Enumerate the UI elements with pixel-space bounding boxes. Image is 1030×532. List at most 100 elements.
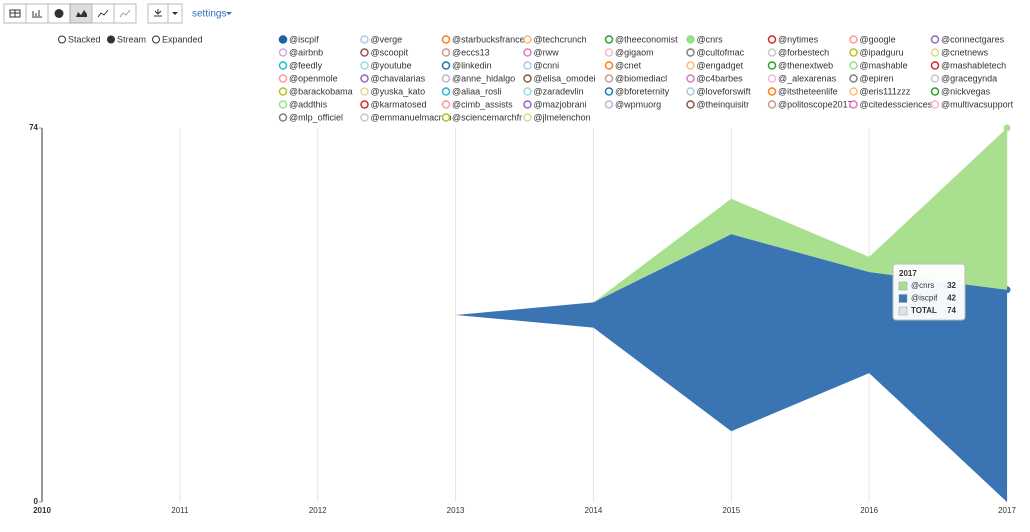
legend-label[interactable]: @cnni	[534, 60, 560, 70]
legend-symbol[interactable]	[686, 61, 695, 70]
legend-label[interactable]: @eris111zzz	[860, 86, 911, 96]
legend-label[interactable]: @scoopit	[371, 47, 409, 57]
legend-symbol[interactable]	[686, 100, 695, 109]
legend-label[interactable]: @openmole	[289, 73, 338, 83]
legend-symbol[interactable]	[360, 74, 369, 83]
legend-symbol[interactable]	[360, 48, 369, 57]
legend-symbol[interactable]	[604, 48, 614, 57]
legend-symbol[interactable]	[930, 74, 940, 83]
legend-label[interactable]: @multivacsupport	[941, 99, 1014, 109]
legend-label[interactable]: @feedly	[289, 60, 323, 70]
legend-symbol[interactable]	[930, 87, 940, 96]
legend-label[interactable]: @loveforswift	[697, 86, 752, 96]
legend-symbol[interactable]	[930, 61, 940, 70]
legend-label[interactable]: @airbnb	[289, 47, 323, 57]
legend-symbol[interactable]	[441, 100, 451, 109]
legend-label[interactable]: @iscpif	[289, 34, 319, 44]
legend-symbol[interactable]	[849, 74, 858, 83]
line-button[interactable]	[91, 3, 115, 24]
legend-symbol[interactable]	[849, 35, 858, 44]
legend-label[interactable]: @politoscope2017	[778, 99, 853, 109]
legend-symbol[interactable]	[767, 61, 777, 70]
legend-label[interactable]: @_alexarenas	[778, 73, 837, 83]
legend-label[interactable]: @anne_hidalgo	[452, 73, 515, 83]
legend-symbol[interactable]	[849, 100, 858, 109]
bar-button[interactable]	[25, 3, 49, 24]
legend-label[interactable]: @mlp_officiel	[289, 112, 343, 122]
legend-symbol[interactable]	[686, 35, 695, 44]
legend-symbol[interactable]	[441, 61, 451, 70]
legend-label[interactable]: @techcrunch	[534, 34, 587, 44]
legend-label[interactable]: @addthis	[289, 99, 328, 109]
legend-label[interactable]: @zaradevlin	[534, 86, 584, 96]
legend-label[interactable]: @wpmuorg	[615, 99, 661, 109]
legend-symbol[interactable]	[360, 87, 369, 96]
legend-label[interactable]: @barackobama	[289, 86, 353, 96]
legend-symbol[interactable]	[278, 35, 288, 44]
legend-symbol[interactable]	[360, 35, 369, 44]
legend-label[interactable]: @aliaa_rosli	[452, 86, 502, 96]
mode-radio[interactable]	[152, 35, 160, 44]
legend-symbol[interactable]	[278, 113, 288, 122]
legend-symbol[interactable]	[278, 100, 288, 109]
legend-symbol[interactable]	[604, 87, 614, 96]
legend-label[interactable]: @verge	[371, 34, 403, 44]
legend-label[interactable]: @youtube	[371, 60, 412, 70]
legend-label[interactable]: @cnetnews	[941, 47, 989, 57]
legend-label[interactable]: @forbestech	[778, 47, 829, 57]
legend-symbol[interactable]	[849, 48, 858, 57]
legend-label[interactable]: @ipadguru	[860, 47, 904, 57]
legend-symbol[interactable]	[849, 87, 858, 96]
legend-label[interactable]: @bforeternity	[615, 86, 670, 96]
mode-label[interactable]: Stream	[117, 34, 146, 44]
legend-label[interactable]: @chavalarias	[371, 73, 426, 83]
legend-label[interactable]: @cnet	[615, 60, 642, 70]
legend-label[interactable]: @linkedin	[452, 60, 492, 70]
legend-symbol[interactable]	[523, 74, 532, 83]
legend-symbol[interactable]	[278, 61, 288, 70]
legend-symbol[interactable]	[441, 48, 451, 57]
legend-symbol[interactable]	[604, 35, 614, 44]
legend-label[interactable]: @cnrs	[697, 34, 724, 44]
legend-symbol[interactable]	[767, 100, 777, 109]
legend-label[interactable]: @jlmelenchon	[534, 112, 591, 122]
legend-label[interactable]: @theinquisitr	[697, 99, 750, 109]
legend-symbol[interactable]	[523, 61, 532, 70]
legend-label[interactable]: @c4barbes	[697, 73, 744, 83]
legend-label[interactable]: @engadget	[697, 60, 744, 70]
area-button[interactable]	[69, 3, 93, 24]
legend-symbol[interactable]	[767, 74, 777, 83]
legend-label[interactable]: @yuska_kato	[371, 86, 426, 96]
legend-symbol[interactable]	[604, 100, 614, 109]
legend-symbol[interactable]	[767, 35, 777, 44]
mode-label[interactable]: Expanded	[162, 34, 203, 44]
legend-label[interactable]: @rww	[534, 47, 560, 57]
legend-symbol[interactable]	[441, 113, 451, 122]
legend-label[interactable]: @karmatosed	[371, 99, 427, 109]
legend-symbol[interactable]	[523, 100, 532, 109]
legend-label[interactable]: @eccs13	[452, 47, 490, 57]
legend-symbol[interactable]	[930, 100, 940, 109]
legend-symbol[interactable]	[278, 74, 288, 83]
legend-label[interactable]: @emmanuelmacron	[371, 112, 452, 122]
legend-symbol[interactable]	[604, 74, 614, 83]
legend-symbol[interactable]	[360, 113, 369, 122]
legend-label[interactable]: @starbucksfrance	[452, 34, 525, 44]
legend-label[interactable]: @thenextweb	[778, 60, 833, 70]
legend-symbol[interactable]	[930, 48, 940, 57]
legend-label[interactable]: @nickvegas	[941, 86, 991, 96]
mode-label[interactable]: Stacked	[68, 34, 101, 44]
legend-label[interactable]: @google	[860, 34, 896, 44]
legend-label[interactable]: @theeconomist	[615, 34, 678, 44]
legend-label[interactable]: @biomediacl	[615, 73, 667, 83]
legend-label[interactable]: @elisa_omodei	[534, 73, 596, 83]
legend-symbol[interactable]	[441, 35, 451, 44]
legend-symbol[interactable]	[767, 48, 777, 57]
legend-symbol[interactable]	[278, 48, 288, 57]
legend-label[interactable]: @sciencemarchfr	[452, 112, 522, 122]
legend-label[interactable]: @mashabletech	[941, 60, 1006, 70]
legend-symbol[interactable]	[930, 35, 940, 44]
legend-label[interactable]: @gigaom	[615, 47, 654, 57]
legend-label[interactable]: @cimb_assists	[452, 99, 513, 109]
legend-symbol[interactable]	[686, 87, 695, 96]
